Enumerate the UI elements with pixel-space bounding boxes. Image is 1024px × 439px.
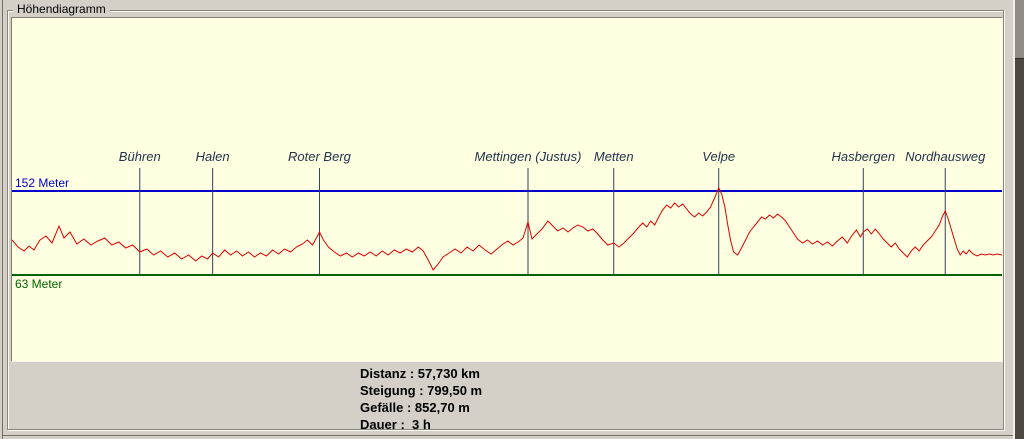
elevation-profile — [12, 186, 1002, 271]
stat-distanz: Distanz : 57,730 km — [360, 366, 480, 381]
waypoint-label: Metten — [593, 149, 634, 164]
window-edge-bottom — [2, 435, 1014, 436]
window-edge-left — [2, 0, 3, 439]
vertical-scrollbar[interactable] — [1015, 0, 1024, 439]
waypoint-label: Halen — [195, 149, 230, 164]
stat-dauer: Dauer : 3 h — [360, 417, 431, 432]
route-stats: Distanz : 57,730 km Steigung : 799,50 m … — [360, 365, 482, 433]
hoehendiagramm-groupbox — [7, 10, 1004, 430]
waypoint-label: Hasbergen — [831, 149, 896, 164]
scrollbar-edge-highlight — [1013, 0, 1015, 439]
min-elevation-label: 63 Meter — [15, 277, 63, 291]
stat-steigung: Steigung : 799,50 m — [360, 383, 483, 398]
max-elevation-label: 152 Meter — [15, 176, 70, 190]
scrollbar-thumb[interactable] — [1015, 0, 1024, 59]
groupbox-title: Höhendiagramm — [13, 2, 110, 16]
waypoint-label: Bühren — [118, 149, 161, 164]
elevation-chart: 152 Meter 63 Meter Bühren Halen Roter Berg… — [11, 17, 1003, 362]
stat-gefaelle: Gefälle : 852,70 m — [360, 400, 470, 415]
waypoint-label: Mettingen (Justus) — [474, 149, 582, 164]
waypoint-label: Nordhausweg — [905, 149, 986, 164]
waypoint-label: Roter Berg — [288, 149, 351, 164]
elevation-chart-canvas — [12, 168, 1002, 276]
waypoint-label: Velpe — [702, 149, 736, 164]
